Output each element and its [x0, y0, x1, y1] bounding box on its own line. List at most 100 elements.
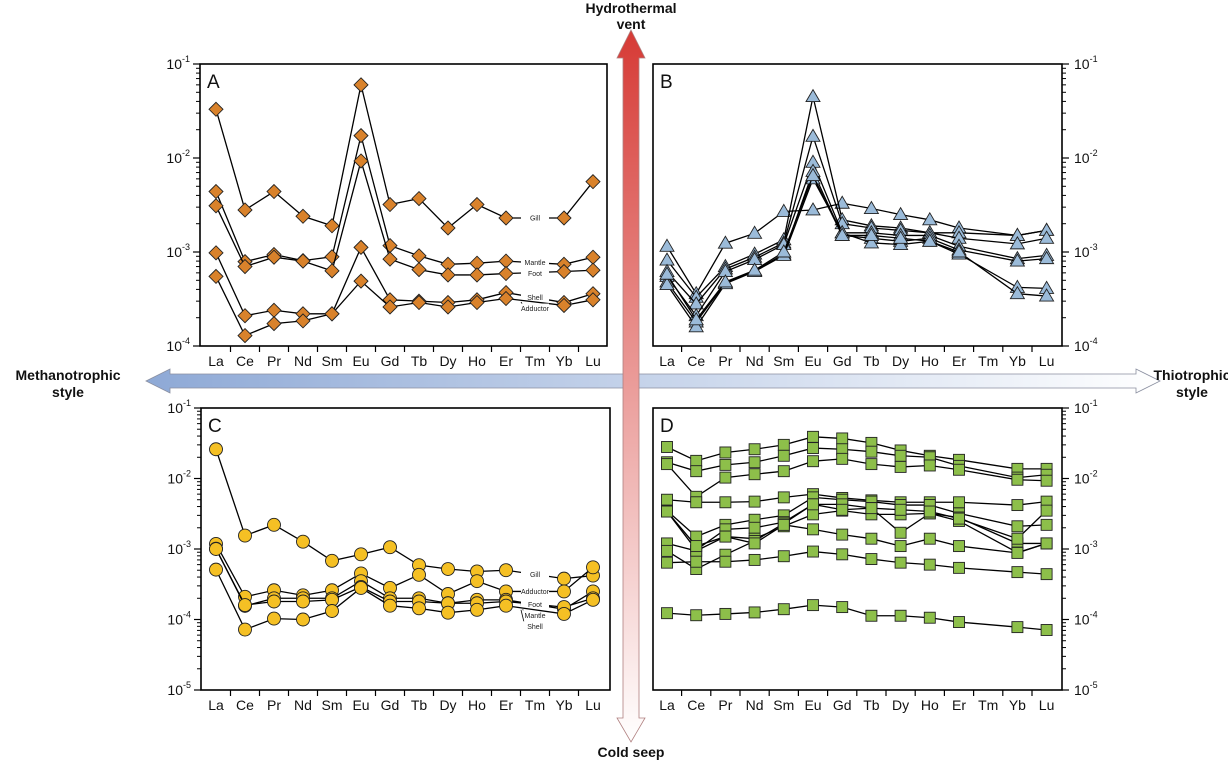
data-point — [382, 196, 398, 213]
data-point — [557, 584, 571, 599]
series-label-bg — [521, 586, 549, 597]
data-point — [719, 607, 732, 620]
data-point — [325, 604, 339, 618]
data-point — [805, 167, 821, 182]
data-point — [412, 601, 426, 616]
data-point — [953, 496, 965, 509]
x-tick-label: La — [208, 697, 224, 713]
series-adductor: Adductor — [208, 268, 601, 344]
methanotrophic-label: Methanotrophic — [16, 367, 121, 383]
vent-label: vent — [617, 16, 646, 32]
series-label: Shell — [527, 624, 543, 631]
x-tick-label: Eu — [804, 353, 821, 369]
panel-letter: A — [207, 72, 220, 93]
data-point — [894, 556, 907, 569]
y-tick-label: 10-2 — [1074, 148, 1098, 166]
data-point — [894, 526, 907, 539]
data-point — [953, 540, 965, 553]
x-tick-label: Nd — [294, 697, 312, 713]
data-point — [1011, 566, 1024, 579]
data-point — [807, 442, 819, 455]
data-point — [1009, 285, 1026, 300]
data-point — [690, 454, 703, 467]
series-label: Gill — [530, 572, 541, 579]
data-point — [717, 274, 734, 288]
series-label-bg — [521, 268, 549, 279]
data-point — [748, 521, 761, 534]
data-point — [892, 230, 909, 244]
data-point — [1038, 250, 1055, 265]
data-point — [586, 560, 600, 575]
x-tick-label: Eu — [352, 697, 369, 713]
panel-a: A 10-1 10-2 10-3 10-4 La Ce Pr Nd Sm Eu Gd Tb Dy Ho Er T… — [166, 54, 608, 369]
y-tick-label: 10-3 — [166, 242, 190, 260]
data-point — [296, 594, 310, 609]
data-point — [411, 294, 427, 311]
data-point — [469, 294, 485, 311]
data-point — [353, 77, 369, 93]
x-tick-label: Yb — [555, 697, 572, 713]
x-tick-label: Sm — [322, 353, 343, 369]
data-point — [557, 571, 571, 586]
data-point — [411, 261, 427, 278]
data-point — [266, 302, 282, 318]
data-point — [382, 251, 398, 267]
data-point — [353, 153, 369, 169]
panels: A 10-1 10-2 10-3 10-4 La Ce Pr Nd Sm Eu Gd Tb Dy Ho Er T… — [166, 54, 1097, 713]
data-point — [1011, 621, 1024, 634]
data-point — [440, 299, 456, 315]
data-point — [1040, 518, 1053, 531]
data-point — [748, 443, 761, 456]
data-point — [865, 445, 878, 458]
data-point — [1011, 473, 1024, 486]
data-point — [865, 458, 878, 471]
data-point — [498, 265, 514, 282]
x-tick-label: Er — [952, 353, 966, 369]
x-tick-label: Tm — [525, 353, 545, 369]
thiotrophic-label: Thiotrophic — [1154, 367, 1228, 383]
x-tick-label: Ho — [921, 353, 939, 369]
data-point — [1040, 624, 1053, 636]
x-tick-label: Lu — [585, 697, 601, 713]
x-tick-label: Tb — [863, 353, 880, 369]
data-point — [209, 562, 223, 577]
x-tick-label: Ho — [921, 697, 939, 713]
data-point — [498, 290, 514, 307]
series-label-bg — [521, 599, 549, 610]
y-tick-label: 10-2 — [1074, 469, 1098, 487]
data-point — [661, 607, 673, 620]
x-tick-label: Dy — [439, 353, 456, 369]
data-point — [865, 502, 878, 515]
data-point — [208, 245, 224, 261]
data-point — [556, 263, 572, 280]
data-point — [953, 463, 965, 476]
data-point — [892, 206, 909, 221]
data-point — [661, 458, 673, 471]
data-point — [923, 532, 936, 545]
data-point — [717, 235, 734, 249]
y-tick-label: 10-5 — [167, 680, 191, 698]
series-mantle: Mantle — [208, 127, 601, 272]
data-point — [746, 262, 763, 276]
x-tick-label: Sm — [773, 353, 794, 369]
data-point — [688, 311, 704, 326]
x-tick-label: Dy — [439, 697, 456, 713]
data-point — [894, 540, 907, 553]
plot-frame — [652, 63, 1063, 347]
data-point — [382, 299, 398, 315]
data-point — [836, 528, 849, 541]
data-point — [296, 534, 310, 549]
x-tick-label: Tm — [978, 697, 998, 713]
data-point — [353, 127, 369, 144]
data-point — [953, 616, 965, 629]
data-point — [748, 495, 761, 508]
data-point — [659, 276, 675, 291]
series-foot: Foot — [208, 153, 601, 283]
data-point — [209, 542, 223, 556]
data-point — [354, 547, 368, 562]
plot-frame — [200, 407, 611, 691]
data-point — [1038, 288, 1055, 302]
y-tick-label: 10-4 — [167, 610, 191, 628]
data-point — [209, 442, 223, 457]
data-point — [748, 537, 761, 550]
